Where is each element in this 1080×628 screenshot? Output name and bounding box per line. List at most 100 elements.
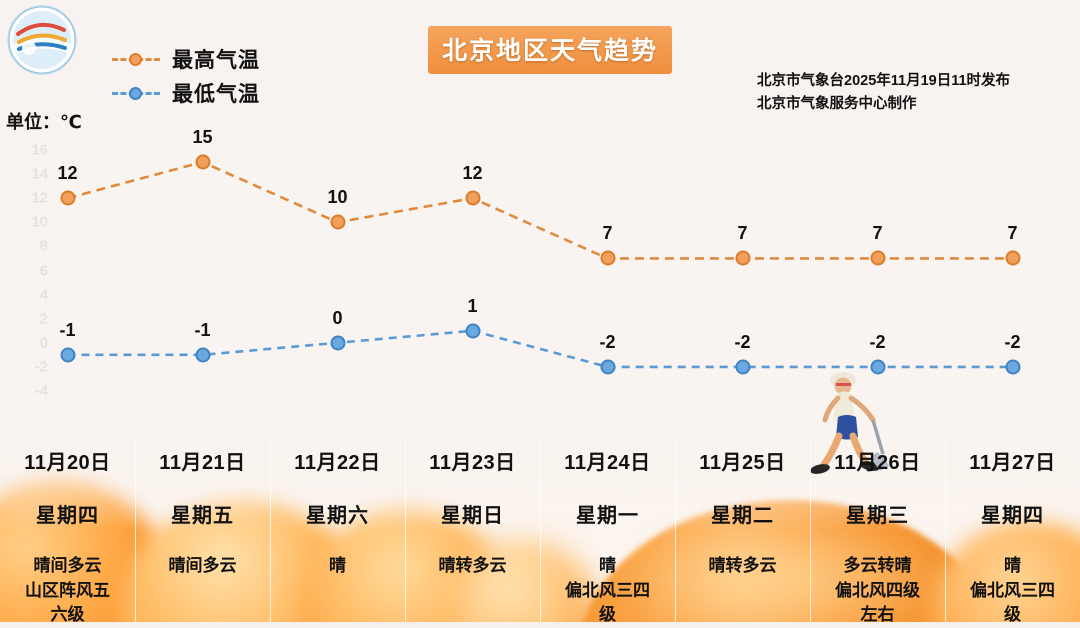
issuer-line-1: 北京市气象台2025年11月19日11时发布 <box>757 73 1011 89</box>
data-point-label: -2 <box>869 331 886 352</box>
data-point-label: -2 <box>599 331 616 352</box>
data-point-label: 1 <box>467 295 478 316</box>
data-point-label: 7 <box>872 223 883 244</box>
issuer-info: 北京市气象台2025年11月19日11时发布 北京市气象服务中心制作 <box>757 70 1010 117</box>
data-point <box>735 250 750 266</box>
forecast-description: 晴转多云 <box>708 556 777 575</box>
y-axis-tick: 2 <box>39 310 48 328</box>
column-divider <box>540 436 541 622</box>
data-point <box>60 347 75 363</box>
y-axis-tick: 4 <box>39 286 48 304</box>
forecast-date: 11月26日 <box>834 452 921 474</box>
data-point <box>600 359 615 375</box>
data-point <box>465 323 480 339</box>
forecast-column[interactable]: 11月20日 星期四晴间多云 山区阵风五 六级 <box>0 436 135 624</box>
legend-marker-max-temp-icon <box>112 50 160 68</box>
forecast-weekday: 星期三 <box>846 505 909 527</box>
column-divider <box>945 436 946 622</box>
forecast-date: 11月25日 <box>699 452 786 474</box>
forecast-date: 11月23日 <box>429 452 516 474</box>
data-point <box>330 335 345 351</box>
forecast-description: 晴间多云 山区阵风五 六级 <box>25 556 110 625</box>
data-point <box>60 190 75 206</box>
forecast-weekday: 星期五 <box>171 505 234 527</box>
data-point-label: 15 <box>192 127 213 148</box>
column-divider <box>675 436 676 622</box>
column-divider <box>405 436 406 622</box>
forecast-weekday: 星期一 <box>576 505 639 527</box>
legend-item-min-temp: 最低气温 <box>112 76 352 110</box>
legend-marker-min-temp-icon <box>112 84 160 102</box>
miniature-figure-decoration <box>810 372 889 474</box>
forecast-column[interactable]: 11月23日 星期日晴转多云 <box>405 436 540 622</box>
temperature-trend-chart: 12 15 10 12 7 7 7 7 -1 -1 0 1 -2 -2 -2 -2 <box>57 127 1021 375</box>
data-point <box>735 359 750 375</box>
orange-highlight <box>600 520 980 622</box>
forecast-weekday: 星期二 <box>711 505 774 527</box>
forecast-description: 晴 偏北风三四 级 <box>565 556 650 625</box>
issuer-line-2: 北京市气象服务中心制作 <box>757 96 917 113</box>
y-axis-tick: 8 <box>39 237 48 255</box>
forecast-column[interactable]: 11月22日 星期六晴 <box>270 436 405 622</box>
forecast-weekday: 星期四 <box>981 505 1044 527</box>
data-point-label: 12 <box>462 163 483 184</box>
data-point-label: -1 <box>194 319 211 340</box>
forecast-column[interactable]: 11月24日 星期一晴 偏北风三四 级 <box>540 436 675 624</box>
y-axis-tick: 12 <box>31 189 48 207</box>
data-point <box>1005 359 1020 375</box>
forecast-description: 晴间多云 <box>168 556 237 575</box>
data-point-label: -1 <box>59 319 76 340</box>
forecast-column[interactable]: 11月21日 星期五晴间多云 <box>135 436 270 622</box>
data-point <box>195 347 210 363</box>
legend-item-max-temp: 最高气温 <box>112 42 352 76</box>
forecast-date: 11月22日 <box>294 452 381 474</box>
data-point-label: 7 <box>602 223 613 244</box>
forecast-column[interactable]: 11月25日 星期二晴转多云 <box>675 436 810 622</box>
y-axis-ticks: 16 14 12 10 8 6 4 2 0 -2 -4 <box>0 0 60 430</box>
data-point-label: -2 <box>734 331 751 352</box>
forecast-date: 11月21日 <box>159 452 246 474</box>
data-point-label: 7 <box>737 223 748 244</box>
y-axis-tick: -4 <box>34 382 48 400</box>
data-point-label: 7 <box>1007 223 1018 244</box>
column-divider <box>270 436 271 622</box>
data-point-label: 0 <box>332 307 343 328</box>
forecast-date: 11月27日 <box>969 452 1056 474</box>
y-axis-tick: 14 <box>31 165 48 183</box>
forecast-column[interactable]: 11月26日 星期三多云转晴 偏北风四级 左右 <box>810 436 945 624</box>
forecast-weekday: 星期六 <box>306 505 369 527</box>
data-point <box>1005 250 1020 266</box>
y-axis-tick: 0 <box>39 334 48 352</box>
data-point <box>195 154 210 170</box>
forecast-date: 11月24日 <box>564 452 651 474</box>
y-axis-tick: -2 <box>34 358 48 376</box>
unit-label: 单位：℃ <box>6 112 82 132</box>
forecast-column[interactable]: 11月27日 星期四晴 偏北风三四 级 <box>945 436 1080 624</box>
data-point-label: -2 <box>1004 331 1021 352</box>
agency-logo <box>7 5 77 75</box>
forecast-description: 晴 <box>329 556 346 575</box>
forecast-description: 多云转晴 偏北风四级 左右 <box>835 556 920 625</box>
y-axis-tick: 10 <box>31 213 48 231</box>
column-divider <box>810 436 811 622</box>
forecast-description: 晴 偏北风三四 级 <box>970 556 1055 625</box>
legend-label-min-temp: 最低气温 <box>172 83 260 106</box>
y-axis-tick: 16 <box>31 141 48 159</box>
data-point-label: 10 <box>327 187 348 208</box>
chart-legend: 最高气温 最低气温 <box>112 42 352 110</box>
forecast-description: 晴转多云 <box>438 556 507 575</box>
series-line-min-temp <box>67 329 1013 369</box>
y-axis-tick: 6 <box>39 262 48 279</box>
data-point <box>465 190 480 206</box>
series-line-max-temp <box>67 160 1013 260</box>
forecast-date: 11月20日 <box>24 452 111 474</box>
legend-label-max-temp: 最高气温 <box>172 49 260 72</box>
forecast-columns: 11月20日 星期四 晴间多云 山区阵风五 六级 11月21日 星期五 晴间多云 11月22… <box>0 436 1080 624</box>
chart-lines <box>67 160 1013 369</box>
forecast-weekday: 星期日 <box>441 505 504 527</box>
forecast-weekday: 星期四 <box>36 505 99 527</box>
data-point-label: 12 <box>57 163 78 184</box>
data-point <box>330 214 345 230</box>
data-point <box>870 359 885 375</box>
